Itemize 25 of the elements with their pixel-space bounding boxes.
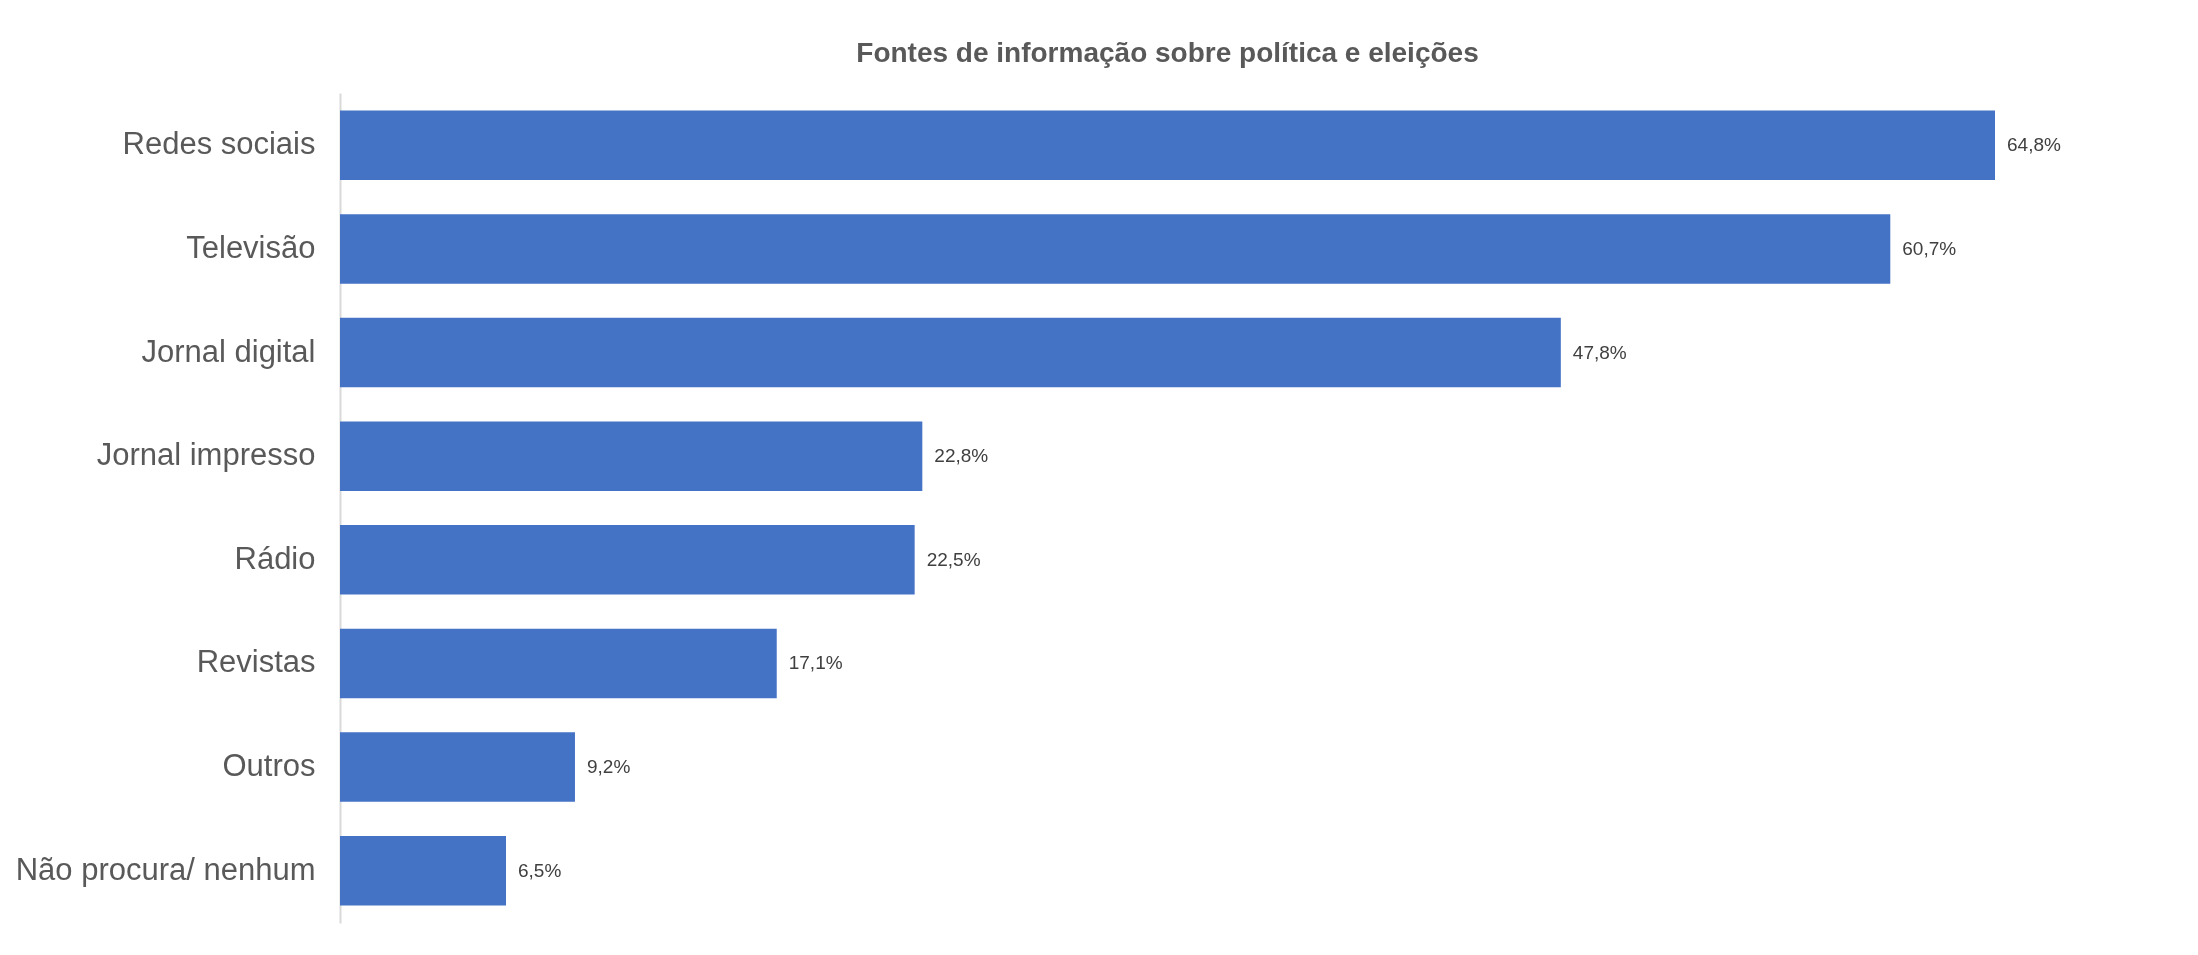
data-label: 22,8% [934, 445, 989, 467]
y-tick-label: Jornal impresso [96, 437, 316, 473]
bar [340, 214, 1891, 284]
bar [340, 835, 507, 906]
data-label: 47,8% [1572, 341, 1627, 363]
bar [340, 732, 575, 802]
data-label: 60,7% [1902, 237, 1957, 259]
y-tick-label: Outros [222, 748, 316, 784]
data-label: 64,8% [2007, 134, 2061, 156]
bar [340, 421, 923, 491]
y-tick-label: Rádio [234, 540, 316, 576]
y-tick-label: Televisão [186, 229, 316, 265]
data-label: 17,1% [788, 652, 843, 674]
bar [340, 110, 1995, 181]
bar [340, 628, 777, 699]
chart-title: Fontes de informação sobre política e eleições [856, 37, 1479, 68]
bar [340, 317, 1561, 388]
bar [340, 525, 915, 595]
data-label: 22,5% [926, 548, 981, 570]
y-tick-label: Redes sociais [122, 126, 316, 162]
data-label: 6,5% [518, 859, 562, 881]
y-tick-label: Não procura/ nenhum [15, 851, 316, 887]
data-label: 9,2% [586, 756, 631, 778]
y-tick-label: Revistas [196, 644, 316, 680]
y-tick-label: Jornal digital [141, 333, 316, 369]
